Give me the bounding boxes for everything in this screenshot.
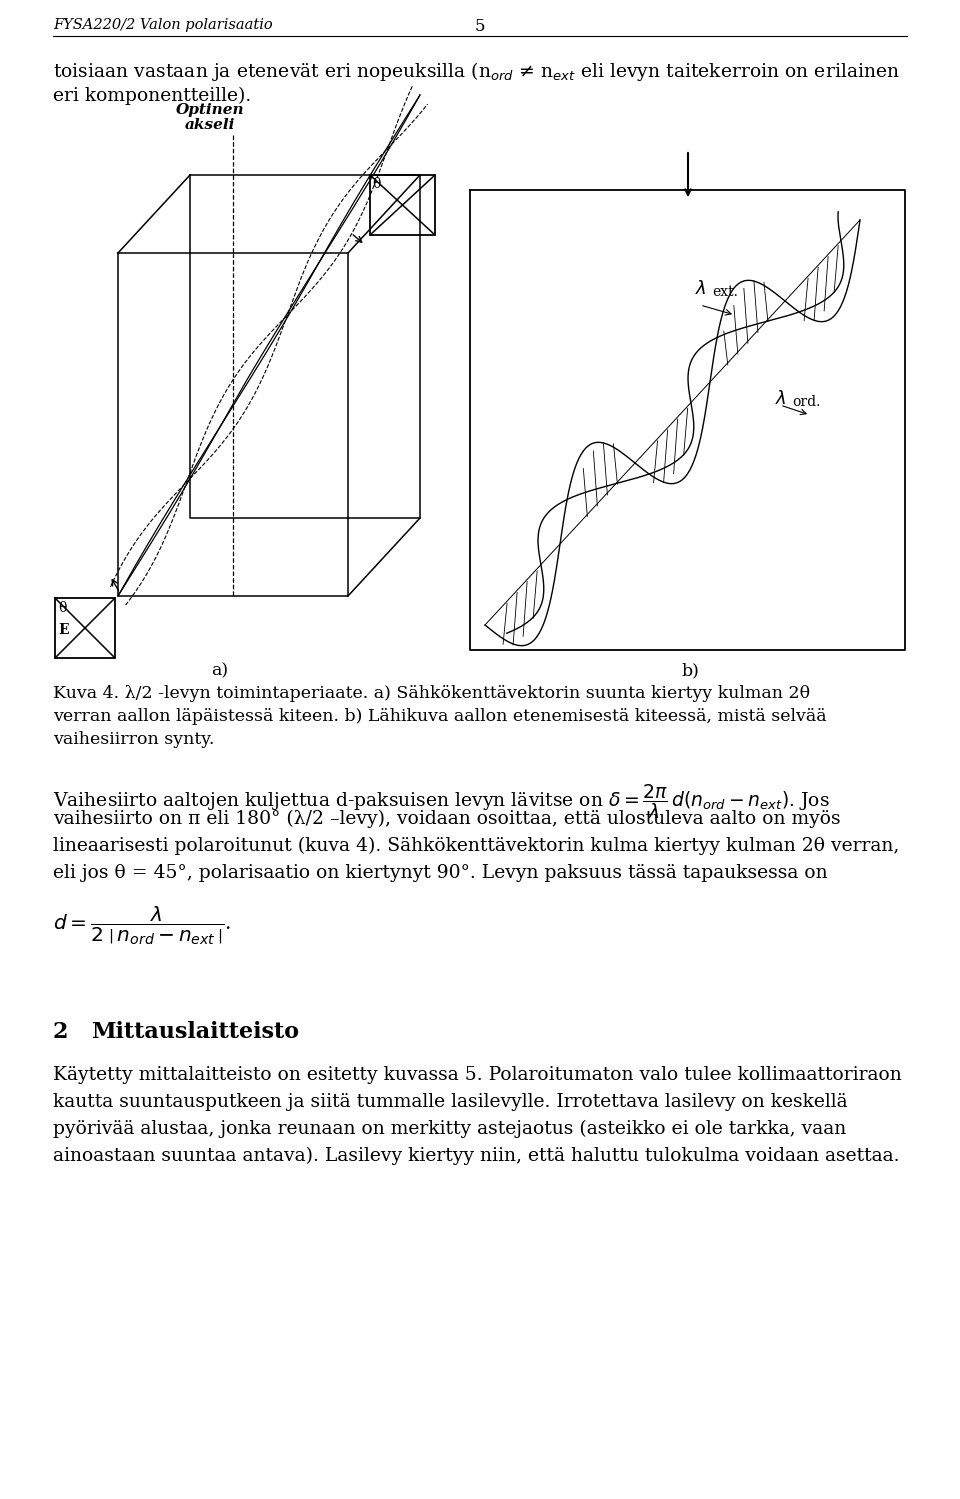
Text: $\lambda$: $\lambda$ (695, 280, 707, 298)
Text: ord.: ord. (792, 396, 821, 409)
Text: Mittauslaitteisto: Mittauslaitteisto (91, 1021, 299, 1043)
Text: Käytetty mittalaitteisto on esitetty kuvassa 5. Polaroitumaton valo tulee kollim: Käytetty mittalaitteisto on esitetty kuv… (53, 1066, 901, 1084)
Text: toisiaan vastaan ja etenevät eri nopeuksilla (n$_{ord}$ ≠ n$_{ext}$ eli levyn ta: toisiaan vastaan ja etenevät eri nopeuks… (53, 60, 900, 82)
Text: Optinen: Optinen (176, 103, 244, 117)
Text: θ: θ (372, 177, 380, 190)
Text: 2: 2 (53, 1021, 68, 1043)
Text: θ: θ (58, 601, 66, 615)
Text: 5: 5 (475, 18, 485, 34)
Text: $d = \dfrac{\lambda}{2\;\left|\,n_{ord} - n_{ext}\,\right|}$.: $d = \dfrac{\lambda}{2\;\left|\,n_{ord} … (53, 905, 231, 947)
Text: Kuva 4. λ/2 -levyn toimintaperiaate. a) Sähkökenttävektorin suunta kiertyy kulma: Kuva 4. λ/2 -levyn toimintaperiaate. a) … (53, 685, 810, 702)
Text: $\lambda$: $\lambda$ (775, 390, 786, 408)
Text: a): a) (211, 663, 228, 679)
Text: pyörivää alustaa, jonka reunaan on merkitty astejaotus (asteikko ei ole tarkka, : pyörivää alustaa, jonka reunaan on merki… (53, 1120, 846, 1138)
Text: eli jos θ = 45°, polarisaatio on kiertynyt 90°. Levyn paksuus tässä tapauksessa : eli jos θ = 45°, polarisaatio on kiertyn… (53, 863, 828, 881)
Text: eri komponentteille).: eri komponentteille). (53, 87, 252, 105)
Text: vaihesiirron synty.: vaihesiirron synty. (53, 732, 214, 748)
Text: lineaarisesti polaroitunut (kuva 4). Sähkökenttävektorin kulma kiertyy kulman 2θ: lineaarisesti polaroitunut (kuva 4). Säh… (53, 836, 900, 856)
Text: vaihesiirto on π eli 180° (λ/2 –levy), voidaan osoittaa, että ulostuleva aalto o: vaihesiirto on π eli 180° (λ/2 –levy), v… (53, 809, 840, 829)
Text: verran aallon läpäistessä kiteen. b) Lähikuva aallon etenemisestä kiteessä, mist: verran aallon läpäistessä kiteen. b) Läh… (53, 708, 827, 726)
Text: akseli: akseli (185, 118, 235, 132)
Text: kautta suuntausputkeen ja siitä tummalle lasilevylle. Irrotettava lasilevy on ke: kautta suuntausputkeen ja siitä tummalle… (53, 1093, 848, 1111)
Text: ainoastaan suuntaa antava). Lasilevy kiertyy niin, että haluttu tulokulma voidaa: ainoastaan suuntaa antava). Lasilevy kie… (53, 1147, 900, 1165)
Text: ext.: ext. (712, 285, 738, 298)
Text: FYSA220/2 Valon polarisaatio: FYSA220/2 Valon polarisaatio (53, 18, 273, 31)
Text: E: E (58, 624, 68, 637)
Text: b): b) (681, 663, 699, 679)
Text: Vaihesiirto aaltojen kuljettua d-paksuisen levyn lävitse on $\delta = \dfrac{2\p: Vaihesiirto aaltojen kuljettua d-paksuis… (53, 782, 829, 821)
